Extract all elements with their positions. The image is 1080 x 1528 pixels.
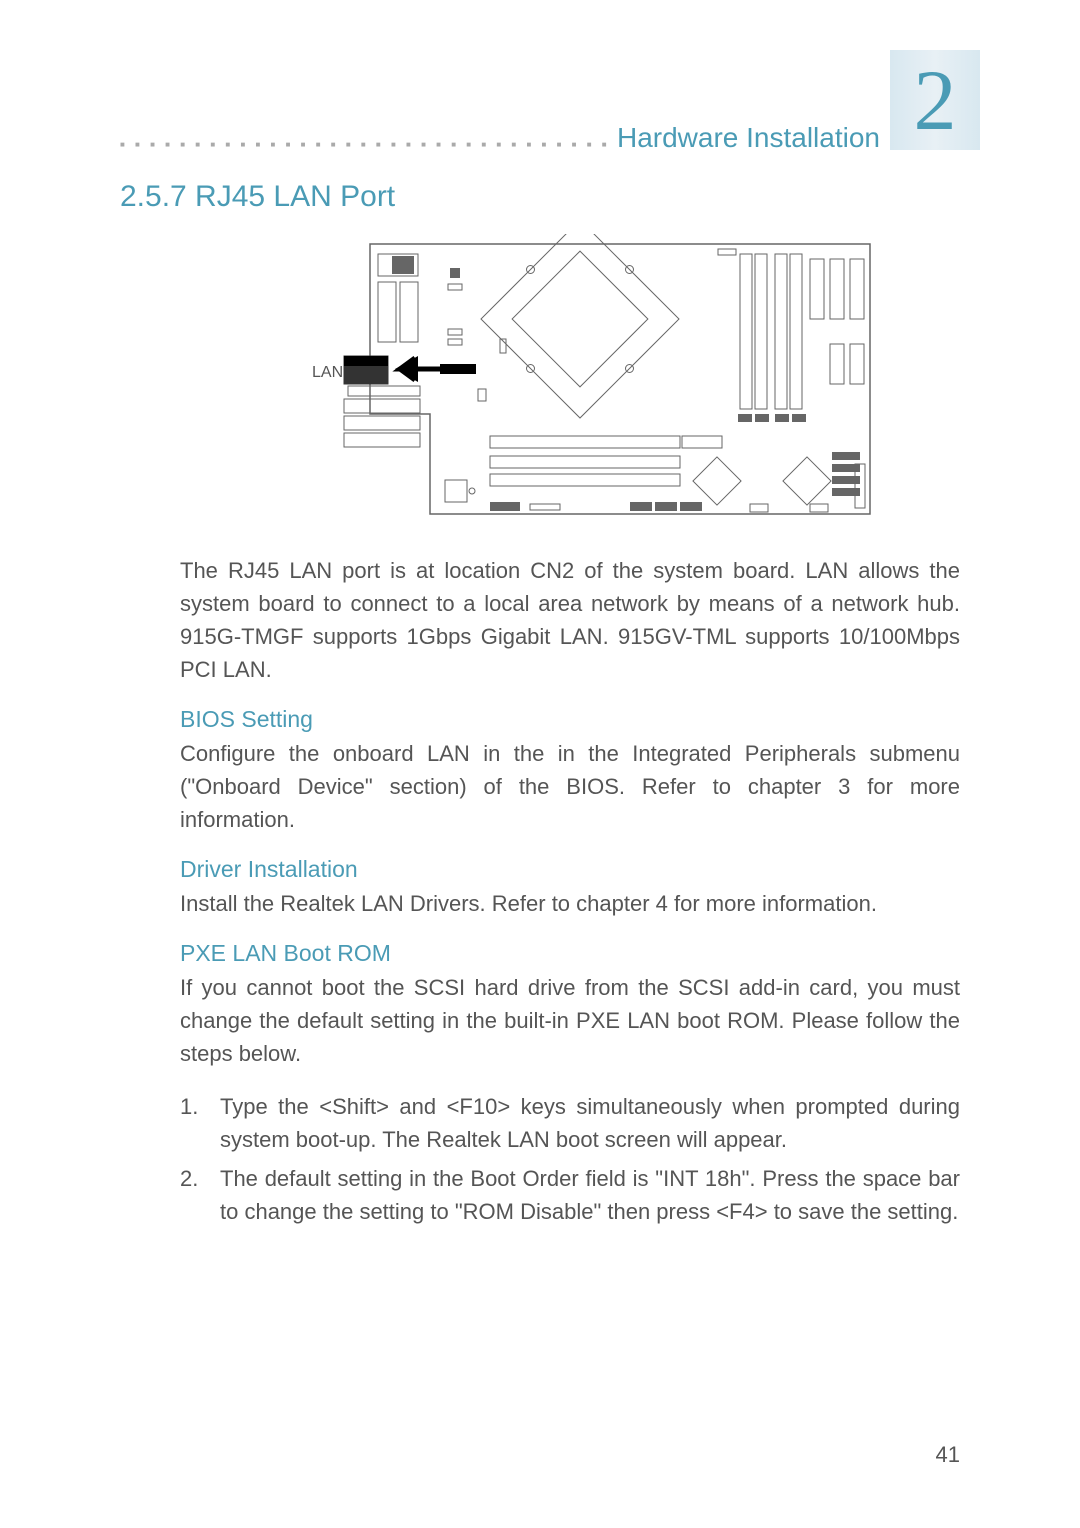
driver-title: Driver Installation	[180, 856, 960, 883]
page-number: 41	[936, 1442, 960, 1468]
pxe-step-1: Type the <Shift> and <F10> keys simultan…	[180, 1090, 960, 1156]
bios-title: BIOS Setting	[180, 706, 960, 733]
chapter-header: Hardware Installation	[120, 122, 880, 154]
content-block: LAN	[180, 234, 960, 1228]
driver-text: Install the Realtek LAN Drivers. Refer t…	[180, 887, 960, 920]
section-title: 2.5.7 RJ45 LAN Port	[120, 180, 960, 214]
pxe-step-2: The default setting in the Boot Order fi…	[180, 1162, 960, 1228]
pxe-steps: Type the <Shift> and <F10> keys simultan…	[180, 1090, 960, 1228]
page: 2 Hardware Installation 2.5.7 RJ45 LAN P…	[0, 0, 1080, 1528]
chapter-number: 2	[914, 50, 957, 150]
dotted-leader	[120, 131, 609, 152]
motherboard-figure: LAN	[250, 234, 890, 524]
chapter-tab: 2	[890, 50, 980, 150]
intro-paragraph: The RJ45 LAN port is at location CN2 of …	[180, 554, 960, 686]
chapter-title: Hardware Installation	[617, 122, 880, 154]
bios-text: Configure the onboard LAN in the in the …	[180, 737, 960, 836]
lan-label: LAN	[312, 364, 343, 381]
pxe-intro: If you cannot boot the SCSI hard drive f…	[180, 971, 960, 1070]
pxe-title: PXE LAN Boot ROM	[180, 940, 960, 967]
